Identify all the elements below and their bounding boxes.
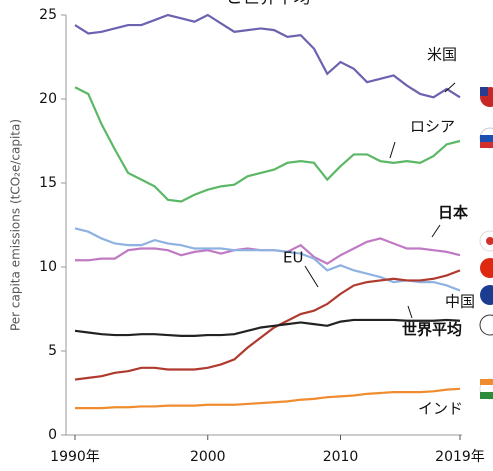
y-tick-label: 0 [48,427,57,443]
x-tick-label: 1990年 [50,449,100,465]
flags [479,87,493,400]
x-tick-label: 2000 [190,449,226,465]
series-label: インド [418,400,463,418]
leader-line [444,82,456,93]
leader-line [431,224,441,238]
chart-title: と世界平均 [226,0,311,8]
leader-line [407,305,413,319]
series-line [74,269,461,381]
series-line [74,13,461,99]
y-tick-label: 15 [39,175,57,191]
x-tick-label: 2019年 [435,449,485,465]
series-line [75,387,461,410]
y-axis-label: Per capita emissions (tCO₂e/capita) [9,119,23,331]
series-label: 日本 [438,204,468,222]
series-label: 米国 [427,46,457,64]
series-line [74,86,461,203]
series-line [74,318,461,337]
series-line [74,227,461,292]
series-label: 世界平均 [402,321,462,339]
leader-line [304,265,319,288]
series-label: ロシア [410,118,455,136]
y-tick-label: 10 [39,259,57,275]
y-tick-label: 25 [39,7,57,23]
series-label: 中国 [445,293,475,311]
leader-line [389,141,396,159]
y-tick-label: 20 [39,91,57,107]
series-label: EU [283,249,303,267]
y-tick-label: 5 [48,343,57,359]
x-tick-label: 2010 [323,449,359,465]
